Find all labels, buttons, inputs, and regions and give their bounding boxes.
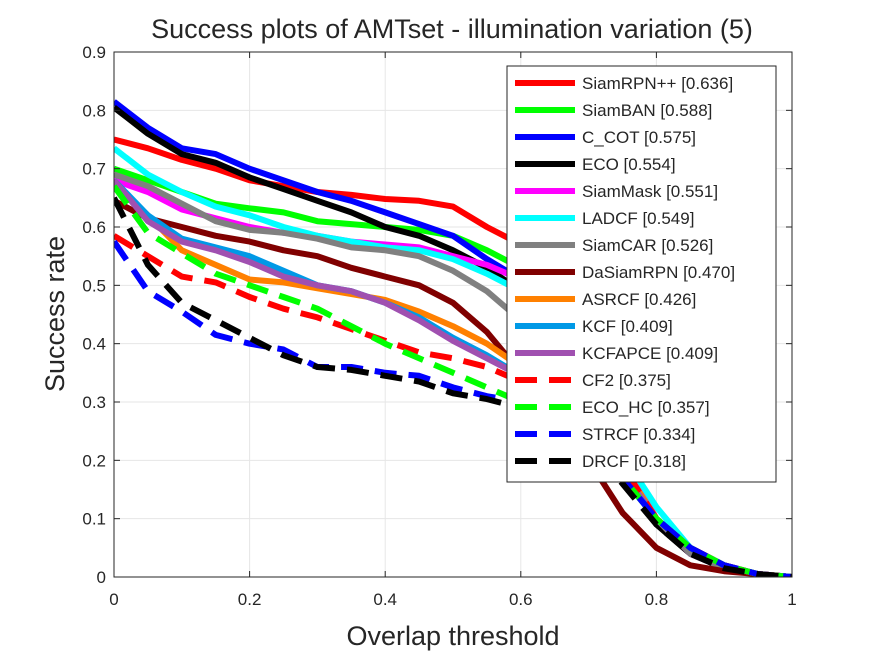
x-tick-label: 0.4 bbox=[373, 590, 397, 609]
series-line-eco-hc bbox=[114, 184, 792, 577]
legend-entry-label: KCFAPCE [0.409] bbox=[582, 344, 718, 363]
y-tick-label: 0 bbox=[97, 568, 106, 587]
legend-entry-label: DaSiamRPN [0.470] bbox=[582, 263, 735, 282]
y-tick-label: 0.7 bbox=[82, 160, 106, 179]
series-lines bbox=[114, 99, 792, 577]
x-tick-label: 0.6 bbox=[509, 590, 533, 609]
legend-entry-label: SiamRPN++ [0.636] bbox=[582, 74, 733, 93]
legend-entry-label: STRCF [0.334] bbox=[582, 425, 695, 444]
y-tick-label: 0.6 bbox=[82, 218, 106, 237]
y-axis-ticks: 0 0.1 0.2 0.3 0.4 0.5 0.6 0.7 0.8 0.9 bbox=[82, 43, 792, 587]
chart-title: Success plots of AMTset - illumination v… bbox=[151, 14, 753, 44]
y-axis-label: Success rate bbox=[40, 236, 70, 392]
x-axis-label: Overlap threshold bbox=[346, 621, 559, 651]
y-tick-label: 0.8 bbox=[82, 101, 106, 120]
plot-frame bbox=[113, 51, 793, 578]
x-tick-label: 0.2 bbox=[238, 590, 262, 609]
x-tick-label: 0 bbox=[109, 590, 118, 609]
legend-entry-label: ECO [0.554] bbox=[582, 155, 676, 174]
y-tick-label: 0.9 bbox=[82, 43, 106, 62]
y-tick-label: 0.4 bbox=[82, 335, 106, 354]
legend-entry-label: C_COT [0.575] bbox=[582, 128, 696, 147]
legend-entry-label: KCF [0.409] bbox=[582, 317, 673, 336]
y-tick-label: 0.5 bbox=[82, 276, 106, 295]
series-line-drcf bbox=[114, 196, 792, 577]
legend-entry-label: SiamCAR [0.526] bbox=[582, 236, 713, 255]
legend-entry-label: ASRCF [0.426] bbox=[582, 290, 696, 309]
legend-entry-label: SiamBAN [0.588] bbox=[582, 101, 712, 120]
y-tick-label: 0.2 bbox=[82, 451, 106, 470]
x-tick-label: 0.8 bbox=[645, 590, 669, 609]
legend-entry-label: ECO_HC [0.357] bbox=[582, 398, 710, 417]
x-tick-label: 1 bbox=[787, 590, 796, 609]
legend: SiamRPN++ [0.636] SiamBAN [0.588] C_COT [0… bbox=[506, 65, 777, 483]
x-axis-ticks: 0 0.2 0.4 0.6 0.8 1 bbox=[109, 52, 797, 609]
legend-entry-label: SiamMask [0.551] bbox=[582, 182, 718, 201]
y-tick-label: 0.1 bbox=[82, 510, 106, 529]
legend-entry-label: CF2 [0.375] bbox=[582, 371, 671, 390]
series-line-strcf bbox=[114, 239, 792, 577]
series-line-dasiamrpn bbox=[114, 198, 792, 577]
legend-entry-label: DRCF [0.318] bbox=[582, 452, 686, 471]
y-tick-label: 0.3 bbox=[82, 393, 106, 412]
legend-entry-label: LADCF [0.549] bbox=[582, 209, 694, 228]
